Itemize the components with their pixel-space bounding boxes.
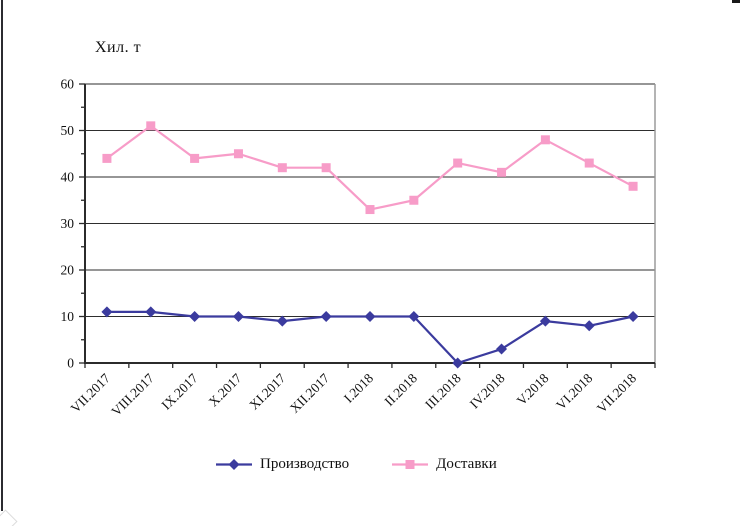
square-icon xyxy=(405,460,415,469)
y-tick-label: 50 xyxy=(61,123,75,138)
x-tick-label: XII.2017 xyxy=(287,370,333,416)
x-tick-label: V.2018 xyxy=(514,370,552,408)
chart-legend: Производство Доставки xyxy=(215,456,497,473)
data-point-square xyxy=(102,153,112,163)
data-point-square xyxy=(540,135,550,145)
data-point-diamond xyxy=(276,315,288,327)
data-point-diamond xyxy=(101,306,113,318)
y-tick-label: 60 xyxy=(61,77,75,92)
data-point-square xyxy=(453,158,463,168)
data-point-square xyxy=(409,195,419,205)
data-point-square xyxy=(277,163,287,173)
data-point-diamond xyxy=(627,311,639,322)
data-point-square xyxy=(146,121,156,131)
y-axis-unit-label: Хил. т xyxy=(95,39,142,56)
series-line-square xyxy=(106,124,634,211)
data-point-diamond xyxy=(320,311,332,322)
x-tick-label: X.2017 xyxy=(206,370,245,409)
data-point-square xyxy=(584,158,594,168)
page-corner-mark xyxy=(732,0,740,3)
x-tick-label: VIII.2017 xyxy=(108,370,157,419)
x-tick-label: VI.2018 xyxy=(553,370,595,412)
y-tick-label: 20 xyxy=(61,263,75,278)
data-point-diamond xyxy=(539,315,551,327)
y-tick-label: 0 xyxy=(67,356,74,371)
data-point-diamond xyxy=(364,311,376,322)
y-tick-label: 40 xyxy=(61,170,75,185)
legend-item-deliveries: Доставки xyxy=(391,456,497,473)
data-point-square xyxy=(497,167,507,177)
data-point-diamond xyxy=(452,357,464,369)
production-series-swatch xyxy=(216,459,252,470)
x-tick-label: IX.2017 xyxy=(159,370,201,412)
y-tick-label: 10 xyxy=(61,309,75,324)
x-tick-label: VII.2018 xyxy=(594,370,640,416)
legend-label-production: Производство xyxy=(260,456,350,472)
data-point-square xyxy=(321,163,331,173)
data-point-diamond xyxy=(408,311,420,322)
deliveries-series-swatch xyxy=(392,460,429,469)
legend-item-production: Производство xyxy=(215,456,349,473)
y-tick-label: 30 xyxy=(61,216,75,231)
x-tick-label: XI.2017 xyxy=(246,370,288,412)
x-tick-label: IV.2018 xyxy=(467,370,508,411)
x-tick-label: III.2018 xyxy=(422,370,464,412)
data-point-diamond xyxy=(496,343,508,355)
data-point-diamond xyxy=(232,311,244,322)
x-tick-label: I.2018 xyxy=(341,370,376,405)
x-tick-label: VII.2017 xyxy=(68,370,114,416)
data-point-diamond xyxy=(583,320,595,332)
data-point-square xyxy=(233,149,243,159)
legend-label-deliveries: Доставки xyxy=(436,456,497,472)
data-point-diamond xyxy=(145,306,157,318)
x-tick-label: II.2018 xyxy=(382,370,421,409)
data-point-square xyxy=(190,153,200,163)
data-point-square xyxy=(365,205,375,215)
page-border-left xyxy=(1,0,3,511)
data-point-square xyxy=(628,181,638,191)
data-point-diamond xyxy=(189,311,201,322)
diamond-icon xyxy=(228,459,240,470)
